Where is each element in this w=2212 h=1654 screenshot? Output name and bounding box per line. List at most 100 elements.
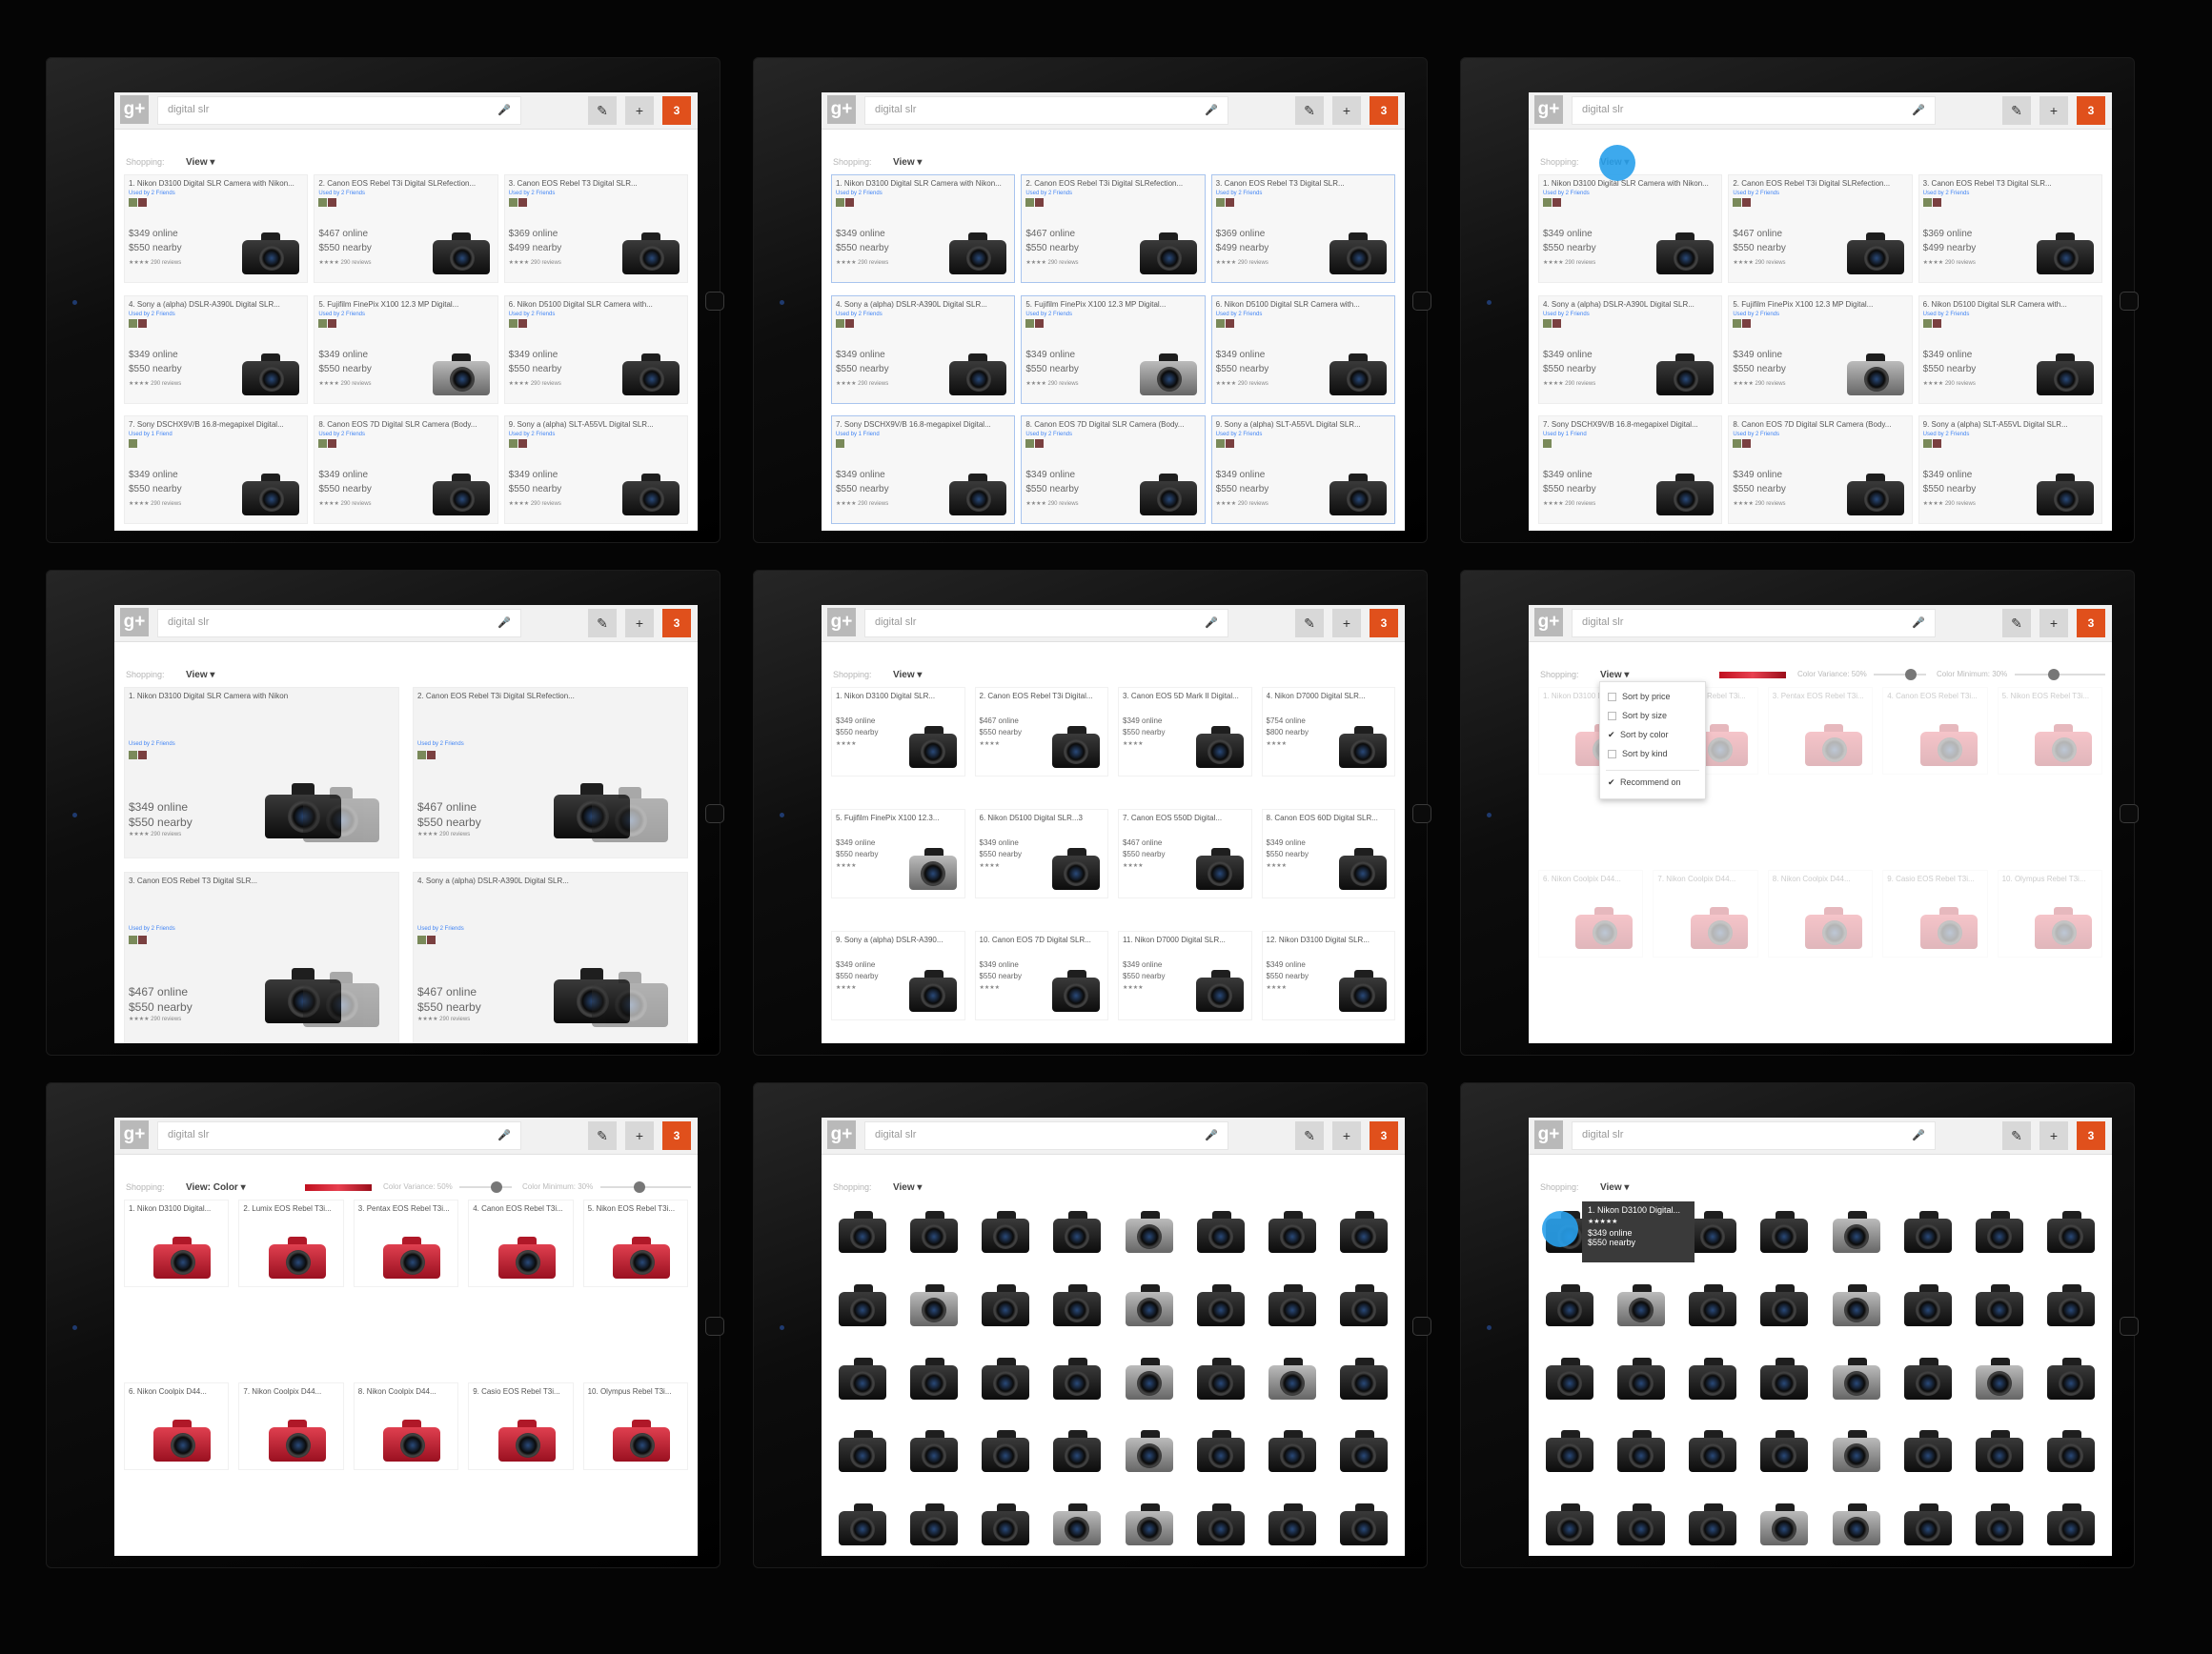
- product-card[interactable]: 8. Canon EOS 7D Digital SLR Camera (Body…: [1728, 415, 1913, 525]
- camera-tile[interactable]: [1825, 1419, 1887, 1480]
- camera-tile[interactable]: [1046, 1346, 1108, 1407]
- camera-tile[interactable]: [1538, 1419, 1600, 1480]
- camera-tile[interactable]: [1538, 1346, 1600, 1407]
- product-card[interactable]: 2. Canon EOS Rebel T3i Digital SLRefecti…: [1021, 174, 1206, 283]
- pencil-icon[interactable]: ✎: [1295, 609, 1324, 637]
- notification-badge[interactable]: 3: [662, 96, 691, 125]
- color-minimum-track[interactable]: [600, 1186, 691, 1188]
- camera-tile[interactable]: [1682, 1200, 1744, 1261]
- view-dropdown[interactable]: View ▾: [186, 670, 215, 680]
- product-card[interactable]: 7. Sony DSCHX9V/B 16.8-megapixel Digital…: [1538, 415, 1723, 525]
- product-card[interactable]: 2. Canon EOS Rebel T3i Digital SLRefecti…: [413, 687, 688, 858]
- color-swatch-bar[interactable]: [1719, 672, 1786, 678]
- product-card[interactable]: 5. Fujifilm FinePix X100 12.3... $349 onl…: [831, 809, 965, 898]
- camera-tile[interactable]: [1118, 1273, 1180, 1334]
- notification-badge[interactable]: 3: [662, 1121, 691, 1150]
- camera-tile[interactable]: [1262, 1419, 1324, 1480]
- camera-tile[interactable]: [1610, 1419, 1672, 1480]
- product-card[interactable]: 5. Nikon EOS Rebel T3i...: [582, 1200, 688, 1287]
- camera-tile[interactable]: [1333, 1492, 1395, 1553]
- product-card[interactable]: 7. Sony DSCHX9V/B 16.8-megapixel Digital…: [831, 415, 1016, 525]
- camera-tile[interactable]: [1538, 1492, 1600, 1553]
- product-card[interactable]: 6. Nikon Coolpix D44...: [124, 1382, 230, 1470]
- product-card[interactable]: 4. Canon EOS Rebel T3i...: [1882, 687, 1988, 775]
- notification-badge[interactable]: 3: [1370, 96, 1398, 125]
- search-input[interactable]: digital slr 🎤: [157, 609, 521, 637]
- product-card[interactable]: 1. Nikon D3100 Digital...: [124, 1200, 230, 1287]
- camera-tile[interactable]: [1189, 1346, 1251, 1407]
- product-card[interactable]: 4. Sony a (alpha) DSLR-A390L Digital SLR…: [831, 294, 1016, 404]
- camera-tile[interactable]: [1118, 1346, 1180, 1407]
- camera-tile[interactable]: [1610, 1273, 1672, 1334]
- plus-icon[interactable]: +: [2040, 96, 2068, 125]
- view-dropdown[interactable]: View ▾: [1600, 670, 1630, 680]
- camera-tile[interactable]: [1897, 1273, 1958, 1334]
- pencil-icon[interactable]: ✎: [1295, 1121, 1324, 1150]
- camera-tile[interactable]: [1610, 1492, 1672, 1553]
- microphone-icon[interactable]: 🎤: [497, 105, 511, 116]
- camera-tile[interactable]: [1333, 1419, 1395, 1480]
- camera-tile[interactable]: [1189, 1200, 1251, 1261]
- plus-icon[interactable]: +: [625, 96, 654, 125]
- camera-tile[interactable]: [1118, 1200, 1180, 1261]
- search-input[interactable]: digital slr 🎤: [1572, 609, 1936, 637]
- search-input[interactable]: digital slr 🎤: [1572, 96, 1936, 125]
- camera-tile[interactable]: [1897, 1200, 1958, 1261]
- camera-tile[interactable]: [831, 1200, 893, 1261]
- view-dropdown[interactable]: View ▾: [186, 157, 215, 168]
- camera-tile[interactable]: [1969, 1492, 2031, 1553]
- camera-tile[interactable]: [1682, 1419, 1744, 1480]
- product-card[interactable]: 12. Nikon D3100 Digital SLR... $349 onlin…: [1261, 931, 1395, 1020]
- product-card[interactable]: 5. Fujifilm FinePix X100 12.3 MP Digital…: [1021, 294, 1206, 404]
- camera-tile[interactable]: [831, 1492, 893, 1553]
- camera-tile[interactable]: [903, 1492, 964, 1553]
- product-card[interactable]: 8. Canon EOS 7D Digital SLR Camera (Body…: [314, 415, 498, 525]
- color-minimum-slider[interactable]: [634, 1181, 645, 1193]
- product-card[interactable]: 3. Canon EOS Rebel T3 Digital SLR... Used…: [1918, 174, 2102, 283]
- google-plus-logo[interactable]: g+: [120, 608, 149, 636]
- product-card[interactable]: 4. Sony a (alpha) DSLR-A390L Digital SLR…: [124, 294, 309, 404]
- product-card[interactable]: 1. Nikon D3100 Digital SLR Camera with N…: [124, 687, 399, 858]
- product-card[interactable]: 8. Nikon Coolpix D44...: [1767, 870, 1874, 958]
- product-card[interactable]: 4. Sony a (alpha) DSLR-A390L Digital SLR…: [1538, 294, 1723, 404]
- microphone-icon[interactable]: 🎤: [1912, 617, 1925, 629]
- camera-tile[interactable]: [2040, 1273, 2102, 1334]
- product-card[interactable]: 11. Nikon D7000 Digital SLR... $349 onlin…: [1118, 931, 1252, 1020]
- camera-tile[interactable]: [903, 1346, 964, 1407]
- notification-badge[interactable]: 3: [2077, 1121, 2105, 1150]
- camera-tile[interactable]: [975, 1492, 1037, 1553]
- camera-tile[interactable]: [903, 1273, 964, 1334]
- color-minimum-track[interactable]: [2015, 674, 2105, 676]
- product-card[interactable]: 6. Nikon D5100 Digital SLR Camera with..…: [1918, 294, 2102, 404]
- camera-tile[interactable]: [1189, 1273, 1251, 1334]
- home-button[interactable]: [705, 292, 724, 311]
- search-input[interactable]: digital slr 🎤: [157, 1121, 521, 1150]
- google-plus-logo[interactable]: g+: [120, 1120, 149, 1149]
- camera-tile[interactable]: [1754, 1200, 1816, 1261]
- view-dropdown[interactable]: View ▾: [1600, 1182, 1630, 1193]
- camera-tile[interactable]: [903, 1419, 964, 1480]
- camera-tile[interactable]: [1118, 1492, 1180, 1553]
- camera-tile[interactable]: [1046, 1492, 1108, 1553]
- camera-tile[interactable]: [975, 1346, 1037, 1407]
- google-plus-logo[interactable]: g+: [827, 95, 856, 124]
- camera-tile[interactable]: [1754, 1492, 1816, 1553]
- product-card[interactable]: 10. Olympus Rebel T3i...: [582, 1382, 688, 1470]
- product-card[interactable]: 9. Casio EOS Rebel T3i...: [1882, 870, 1988, 958]
- camera-tile[interactable]: [1262, 1346, 1324, 1407]
- product-card[interactable]: 9. Sony a (alpha) SLT-A55VL Digital SLR.…: [1210, 415, 1395, 525]
- product-card[interactable]: 9. Casio EOS Rebel T3i...: [468, 1382, 574, 1470]
- product-card[interactable]: 3. Canon EOS Rebel T3 Digital SLR... Used…: [1210, 174, 1395, 283]
- product-card[interactable]: 2. Lumix EOS Rebel T3i...: [238, 1200, 344, 1287]
- product-card[interactable]: 5. Fujifilm FinePix X100 12.3 MP Digital…: [314, 294, 498, 404]
- camera-tile[interactable]: [1754, 1419, 1816, 1480]
- notification-badge[interactable]: 3: [2077, 609, 2105, 637]
- product-card[interactable]: 5. Fujifilm FinePix X100 12.3 MP Digital…: [1728, 294, 1913, 404]
- camera-tile[interactable]: [2040, 1200, 2102, 1261]
- google-plus-logo[interactable]: g+: [827, 608, 856, 636]
- camera-tile[interactable]: [1682, 1346, 1744, 1407]
- product-card[interactable]: 2. Canon EOS Rebel T3i Digital SLRefecti…: [314, 174, 498, 283]
- plus-icon[interactable]: +: [625, 1121, 654, 1150]
- sort-by-price-option[interactable]: Sort by price: [1608, 692, 1671, 702]
- microphone-icon[interactable]: 🎤: [1912, 105, 1925, 116]
